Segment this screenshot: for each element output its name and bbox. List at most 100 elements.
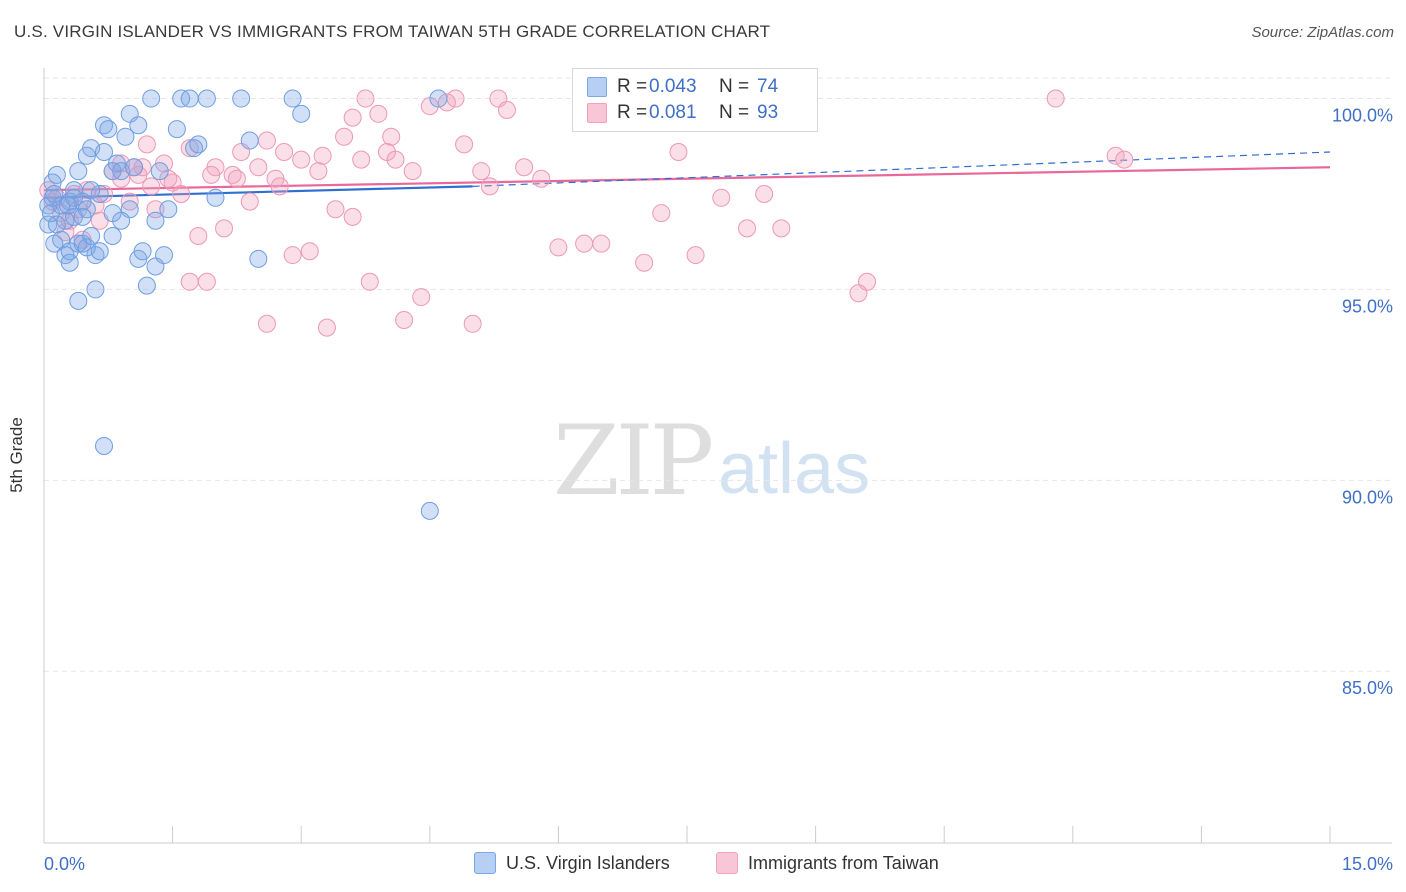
r-value: 0.081 xyxy=(649,102,697,123)
point-taiwan xyxy=(686,246,705,265)
point-taiwan xyxy=(395,310,414,329)
point-virgin-islanders xyxy=(142,89,161,108)
point-taiwan xyxy=(772,219,791,238)
point-taiwan xyxy=(180,139,199,158)
chart-title: U.S. VIRGIN ISLANDER VS IMMIGRANTS FROM … xyxy=(14,22,771,41)
series-legend: U.S. Virgin Islanders Immigrants from Ta… xyxy=(0,852,1406,878)
point-taiwan xyxy=(472,162,491,181)
point-taiwan xyxy=(313,146,332,165)
point-virgin-islanders xyxy=(73,207,92,226)
gridlines xyxy=(44,77,1392,672)
point-virgin-islanders xyxy=(159,200,178,219)
point-taiwan xyxy=(403,162,422,181)
point-taiwan xyxy=(283,246,302,265)
point-taiwan xyxy=(382,127,401,146)
blue-swatch xyxy=(587,77,607,97)
point-taiwan xyxy=(300,242,319,261)
point-virgin-islanders xyxy=(47,165,66,184)
axes xyxy=(43,68,1392,844)
point-taiwan xyxy=(189,226,208,245)
point-virgin-islanders xyxy=(292,104,311,123)
point-taiwan xyxy=(480,177,499,196)
point-taiwan xyxy=(275,142,294,161)
point-virgin-islanders xyxy=(137,276,156,295)
point-virgin-islanders xyxy=(189,135,208,154)
point-virgin-islanders xyxy=(99,120,118,139)
point-taiwan xyxy=(317,318,336,337)
point-taiwan xyxy=(249,158,268,177)
point-virgin-islanders xyxy=(82,226,101,245)
trend-line-taiwan xyxy=(43,166,1331,192)
point-virgin-islanders xyxy=(47,215,66,234)
point-taiwan xyxy=(197,272,216,291)
x-tick-label-max: 15.0% xyxy=(1342,854,1393,874)
point-virgin-islanders xyxy=(45,184,64,203)
point-virgin-islanders xyxy=(420,501,439,520)
point-virgin-islanders xyxy=(90,184,109,203)
point-taiwan xyxy=(497,100,516,119)
data-points xyxy=(39,89,1134,520)
point-taiwan xyxy=(257,131,276,150)
point-taiwan xyxy=(549,238,568,257)
y-tick-label: 85.0% xyxy=(1342,678,1393,698)
n-value: 93 xyxy=(757,102,779,123)
point-taiwan xyxy=(142,177,161,196)
watermark-atlas: atlas xyxy=(718,429,871,509)
point-taiwan xyxy=(755,184,774,203)
point-taiwan xyxy=(120,192,139,211)
legend-item-virgin-islanders: U.S. Virgin Islanders xyxy=(474,852,670,874)
point-virgin-islanders xyxy=(60,253,79,272)
point-virgin-islanders xyxy=(77,238,96,257)
point-virgin-islanders xyxy=(206,188,225,207)
point-virgin-islanders xyxy=(429,89,448,108)
point-virgin-islanders xyxy=(116,127,135,146)
point-taiwan xyxy=(270,177,289,196)
correlation-legend: R = 0.043 N = 74 R = 0.081 N = 93 xyxy=(572,68,818,132)
point-taiwan xyxy=(455,135,474,154)
point-taiwan xyxy=(446,89,465,108)
y-tick-label: 100.0% xyxy=(1332,106,1393,126)
point-taiwan xyxy=(309,162,328,181)
pink-swatch xyxy=(716,852,738,874)
y-tick-label: 90.0% xyxy=(1342,487,1393,507)
point-taiwan xyxy=(635,253,654,272)
point-taiwan xyxy=(652,204,671,223)
point-taiwan xyxy=(515,158,534,177)
y-axis-label: 5th Grade xyxy=(7,417,26,493)
point-virgin-islanders xyxy=(155,246,174,265)
point-taiwan xyxy=(343,207,362,226)
point-virgin-islanders xyxy=(112,211,131,230)
point-taiwan xyxy=(180,272,199,291)
point-virgin-islanders xyxy=(95,436,114,455)
legend-item-taiwan: Immigrants from Taiwan xyxy=(716,852,939,874)
trend-line-virgin-islanders xyxy=(43,185,473,199)
point-virgin-islanders xyxy=(86,280,105,299)
point-taiwan xyxy=(215,219,234,238)
point-virgin-islanders xyxy=(103,226,122,245)
y-tick-label: 95.0% xyxy=(1342,296,1393,316)
point-virgin-islanders xyxy=(95,142,114,161)
tick-labels: 100.0% 95.0% 90.0% 85.0% 0.0% 15.0% xyxy=(44,106,1393,874)
point-taiwan xyxy=(369,104,388,123)
point-taiwan xyxy=(343,108,362,127)
point-virgin-islanders xyxy=(82,181,101,200)
point-virgin-islanders xyxy=(41,204,60,223)
point-virgin-islanders xyxy=(69,291,88,310)
point-virgin-islanders xyxy=(180,89,199,108)
point-taiwan xyxy=(257,314,276,333)
point-taiwan xyxy=(386,150,405,169)
n-label: N = xyxy=(719,102,750,123)
point-virgin-islanders xyxy=(150,162,169,181)
x-tick-label-min: 0.0% xyxy=(44,854,85,874)
point-taiwan xyxy=(669,142,688,161)
point-virgin-islanders xyxy=(69,162,88,181)
n-value: 74 xyxy=(757,76,779,97)
point-virgin-islanders xyxy=(56,211,75,230)
legend-label: Immigrants from Taiwan xyxy=(748,852,939,873)
point-virgin-islanders xyxy=(249,249,268,268)
point-taiwan xyxy=(360,272,379,291)
point-taiwan xyxy=(412,288,431,307)
legend-label: U.S. Virgin Islanders xyxy=(506,852,670,873)
point-taiwan xyxy=(352,150,371,169)
